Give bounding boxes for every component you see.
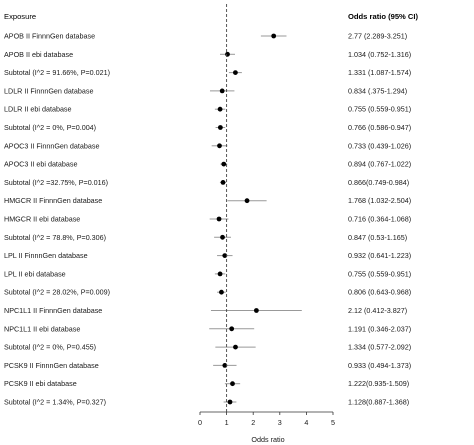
- x-tick-label: 3: [278, 418, 282, 427]
- row-label: Subtotal (I^2 = 91.66%, P=0.021): [4, 68, 110, 77]
- point-estimate: [233, 344, 238, 350]
- point-estimate: [222, 363, 228, 368]
- forest-row: APOC3 II FinnnGen database 0.733 (0.439-1…: [4, 141, 411, 150]
- forest-row: Subtotal (I^2 = 28.02%, P=0.009) 0.806 (0…: [4, 288, 411, 297]
- point-estimate: [233, 70, 238, 75]
- x-tick-label: 1: [225, 418, 229, 427]
- point-estimate: [220, 180, 226, 185]
- row-ci-text: 0.834 (.375-1.294): [348, 86, 407, 95]
- forest-row: LDLR II ebi database 0.755 (0.559-0.951): [4, 105, 411, 114]
- forest-row: Subtotal (I^2 = 0%, P=0.455) 1.334 (0.577…: [4, 343, 411, 352]
- x-tick-label: 0: [198, 418, 202, 427]
- x-tick-label: 2: [251, 418, 255, 427]
- forest-row: APOC3 II ebi database 0.894 (0.767-1.022): [4, 160, 411, 169]
- forest-rows: APOB II FinnnGen database 2.77 (2.289-3.2…: [4, 32, 411, 407]
- forest-row: NPC1L1 II FinnnGen database 2.12 (0.412-3…: [4, 306, 407, 315]
- row-ci-text: 1.334 (0.577-2.092): [348, 343, 411, 352]
- point-estimate: [222, 253, 228, 258]
- point-estimate: [219, 88, 225, 94]
- row-ci-text: 0.733 (0.439-1.026): [348, 141, 411, 150]
- row-ci-text: 1.768 (1.032-2.504): [348, 196, 411, 205]
- row-label: Subtotal (I^2 = 28.02%, P=0.009): [4, 288, 110, 297]
- row-label: HMGCR II FinnnGen database: [4, 196, 102, 205]
- forest-row: PCSK9 II ebi database 1.222(0.935-1.509): [4, 379, 409, 388]
- forest-row: Subtotal (I^2 = 0%, P=0.004) 0.766 (0.586…: [4, 123, 411, 132]
- header-odds-ratio-ci: Odds ratio (95% CI): [348, 12, 419, 21]
- row-ci-text: 2.77 (2.289-3.251): [348, 32, 407, 41]
- row-label: Subtotal (I^2 = 78.8%, P=0.306): [4, 233, 106, 242]
- row-label: LPL II ebi database: [4, 269, 66, 278]
- forest-row: NPC1L1 II ebi database 1.191 (0.346-2.037…: [4, 324, 411, 333]
- row-ci-text: 0.866(0.749-0.984): [348, 178, 409, 187]
- row-label: APOC3 II ebi database: [4, 160, 78, 169]
- forest-row: HMGCR II FinnnGen database 1.768 (1.032-2…: [4, 196, 411, 205]
- point-estimate: [216, 216, 222, 222]
- row-ci-text: 1.191 (0.346-2.037): [348, 324, 411, 333]
- row-ci-text: 2.12 (0.412-3.827): [348, 306, 407, 315]
- row-label: PCSK9 II FinnnGen database: [4, 361, 99, 370]
- point-estimate: [227, 399, 233, 405]
- header-exposure: Exposure: [4, 12, 36, 21]
- point-estimate: [229, 326, 235, 332]
- point-estimate: [217, 106, 223, 112]
- forest-row: APOB II ebi database 1.034 (0.752-1.316): [4, 50, 411, 59]
- row-ci-text: 0.933 (0.494-1.373): [348, 361, 411, 370]
- row-ci-text: 0.932 (0.641-1.223): [348, 251, 411, 260]
- point-estimate: [230, 381, 235, 387]
- row-ci-text: 0.894 (0.767-1.022): [348, 160, 411, 169]
- x-tick-label: 5: [331, 418, 335, 427]
- row-ci-text: 0.847 (0.53-1.165): [348, 233, 407, 242]
- row-ci-text: 1.331 (1.087-1.574): [348, 68, 411, 77]
- row-label: Subtotal (I^2 = 1.34%, P=0.327): [4, 398, 106, 407]
- forest-row: PCSK9 II FinnnGen database 0.933 (0.494-1…: [4, 361, 411, 370]
- x-tick-label: 4: [304, 418, 308, 427]
- x-axis: 0 1 2 3 4 5: [198, 411, 335, 427]
- row-label: PCSK9 II ebi database: [4, 379, 77, 388]
- point-estimate: [220, 234, 225, 240]
- point-estimate: [219, 289, 224, 295]
- row-ci-text: 0.755 (0.559-0.951): [348, 269, 411, 278]
- forest-row: LDLR II FinnnGen database 0.834 (.375-1.2…: [4, 86, 407, 95]
- row-label: HMGCR II ebi database: [4, 215, 80, 224]
- row-ci-text: 1.128(0.887-1.368): [348, 398, 409, 407]
- forest-row: HMGCR II ebi database 0.716 (0.364-1.068): [4, 215, 411, 224]
- row-label: APOB II ebi database: [4, 50, 73, 59]
- point-estimate: [253, 308, 259, 313]
- row-label: LPL II FinnnGen database: [4, 251, 88, 260]
- row-label: NPC1L1 II ebi database: [4, 324, 80, 333]
- row-label: APOC3 II FinnnGen database: [4, 141, 100, 150]
- row-ci-text: 0.755 (0.559-0.951): [348, 105, 411, 114]
- row-label: Subtotal (I^2 = 0%, P=0.455): [4, 343, 96, 352]
- row-label: APOB II FinnnGen database: [4, 32, 95, 41]
- row-ci-text: 1.034 (0.752-1.316): [348, 50, 411, 59]
- row-label: LDLR II ebi database: [4, 105, 72, 114]
- point-estimate: [217, 125, 223, 130]
- row-ci-text: 0.766 (0.586-0.947): [348, 123, 411, 132]
- x-axis-label: Odds ratio: [251, 435, 284, 444]
- point-estimate: [271, 33, 277, 39]
- forest-row: Subtotal (I^2 = 91.66%, P=0.021) 1.331 (1…: [4, 68, 411, 77]
- row-ci-text: 0.716 (0.364-1.068): [348, 215, 411, 224]
- forest-row: Subtotal (I^2 = 78.8%, P=0.306) 0.847 (0.…: [4, 233, 407, 242]
- forest-row: LPL II ebi database 0.755 (0.559-0.951): [4, 269, 411, 278]
- point-estimate: [244, 198, 250, 204]
- forest-row: APOB II FinnnGen database 2.77 (2.289-3.2…: [4, 32, 407, 41]
- point-estimate: [225, 51, 230, 57]
- row-ci-text: 0.806 (0.643-0.968): [348, 288, 411, 297]
- row-label: NPC1L1 II FinnnGen database: [4, 306, 102, 315]
- row-label: Subtotal (I^2 = 0%, P=0.004): [4, 123, 96, 132]
- row-ci-text: 1.222(0.935-1.509): [348, 379, 409, 388]
- point-estimate: [221, 161, 227, 167]
- forest-row: LPL II FinnnGen database 0.932 (0.641-1.2…: [4, 251, 411, 260]
- point-estimate: [217, 271, 223, 277]
- point-estimate: [217, 143, 222, 149]
- row-label: Subtotal (I^2 =32.75%, P=0.016): [4, 178, 108, 187]
- forest-row: Subtotal (I^2 = 1.34%, P=0.327) 1.128(0.8…: [4, 398, 409, 407]
- forest-row: Subtotal (I^2 =32.75%, P=0.016) 0.866(0.7…: [4, 178, 409, 187]
- row-label: LDLR II FinnnGen database: [4, 86, 94, 95]
